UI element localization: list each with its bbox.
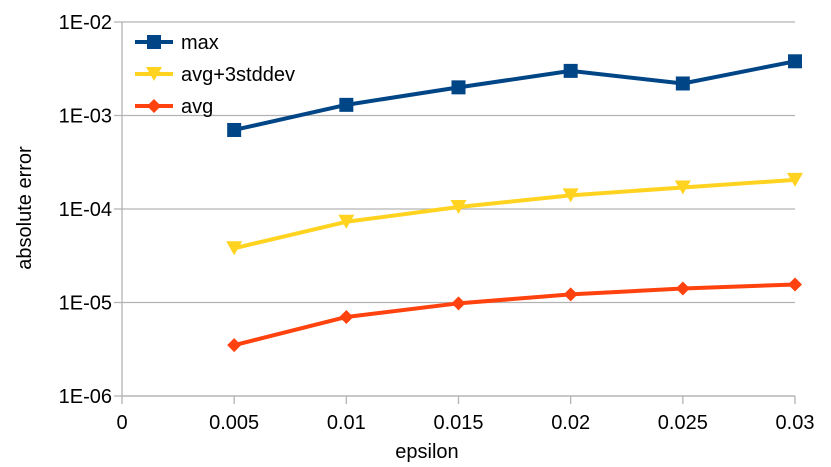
data-point-max bbox=[339, 97, 354, 112]
legend-item-avg-3stddev: avg+3stddev bbox=[135, 64, 295, 86]
axes bbox=[114, 21, 796, 404]
x-tick-label: 0.01 bbox=[327, 412, 366, 434]
legend-label-avg: avg bbox=[181, 96, 213, 118]
x-tick-label: 0.03 bbox=[776, 412, 815, 434]
data-point-avg bbox=[227, 338, 242, 353]
series-avg bbox=[227, 277, 802, 353]
y-tick-label: 1E-04 bbox=[59, 199, 112, 221]
x-tick-labels: 0 0.005 0.01 0.015 0.02 0.025 0.03 bbox=[116, 412, 814, 434]
y-tick-label: 1E-05 bbox=[59, 293, 112, 315]
legend-label-max: max bbox=[181, 32, 219, 54]
data-point-max bbox=[788, 54, 802, 69]
series-line-avg bbox=[233, 282, 796, 348]
data-point-avg-3stddev bbox=[226, 241, 243, 256]
x-tick-label: 0.02 bbox=[551, 412, 590, 434]
series-line-max bbox=[233, 59, 796, 132]
x-axis-title: epsilon bbox=[395, 441, 458, 463]
data-point-max bbox=[227, 122, 242, 137]
data-point-max bbox=[675, 76, 690, 91]
legend: max avg+3stddev avg bbox=[135, 32, 295, 118]
y-tick-label: 1E-03 bbox=[59, 106, 112, 128]
legend-marker-avg-3stddev bbox=[146, 67, 162, 81]
legend-label-avg-3stddev: avg+3stddev bbox=[181, 64, 295, 86]
data-point-avg bbox=[788, 277, 802, 292]
series-max bbox=[227, 54, 802, 137]
data-point-avg-3stddev bbox=[674, 180, 691, 195]
data-point-avg-3stddev bbox=[787, 172, 803, 187]
legend-marker-avg bbox=[147, 99, 161, 113]
data-point-max bbox=[451, 80, 466, 95]
legend-item-max: max bbox=[135, 32, 219, 54]
data-point-avg bbox=[675, 281, 690, 296]
legend-item-avg: avg bbox=[135, 96, 213, 118]
x-tick-label: 0.005 bbox=[209, 412, 259, 434]
data-point-max bbox=[563, 63, 578, 78]
x-tick-label: 0.025 bbox=[658, 412, 708, 434]
series-avg-3stddev bbox=[226, 172, 803, 256]
y-tick-label: 1E-02 bbox=[59, 12, 112, 34]
data-point-avg bbox=[451, 296, 466, 311]
x-tick-label: 0 bbox=[116, 412, 127, 434]
data-point-avg-3stddev bbox=[450, 200, 467, 215]
data-point-avg bbox=[339, 309, 354, 324]
data-point-avg-3stddev bbox=[562, 188, 579, 203]
y-tick-label: 1E-06 bbox=[59, 386, 112, 408]
y-axis-title: absolute error bbox=[14, 146, 36, 270]
y-tick-labels: 1E-02 1E-03 1E-04 1E-05 1E-06 bbox=[59, 12, 112, 408]
data-point-avg-3stddev bbox=[338, 214, 355, 229]
x-tick-label: 0.015 bbox=[433, 412, 483, 434]
data-point-avg bbox=[563, 287, 578, 302]
legend-marker-max bbox=[147, 35, 161, 49]
series-layer bbox=[226, 54, 803, 353]
series-line-avg-3stddev bbox=[233, 177, 796, 251]
